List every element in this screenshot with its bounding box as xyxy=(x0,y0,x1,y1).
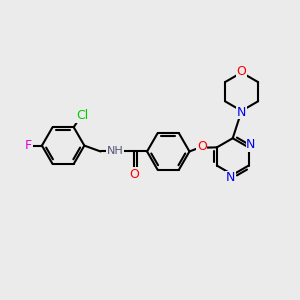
Text: O: O xyxy=(237,64,247,78)
Text: N: N xyxy=(237,106,246,119)
Text: O: O xyxy=(197,140,207,153)
Text: O: O xyxy=(130,168,139,181)
Text: F: F xyxy=(25,139,32,152)
Text: Cl: Cl xyxy=(76,109,88,122)
Text: N: N xyxy=(246,138,256,151)
Text: N: N xyxy=(226,171,235,184)
Text: NH: NH xyxy=(107,146,124,157)
